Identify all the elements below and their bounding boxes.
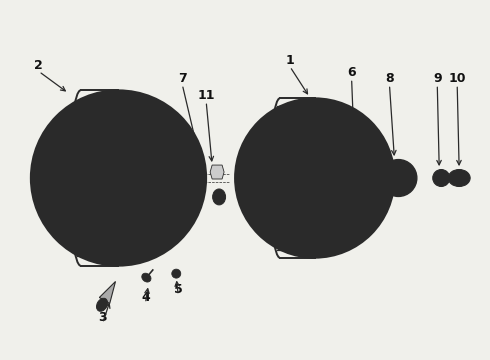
Circle shape <box>81 140 94 153</box>
Circle shape <box>41 100 196 256</box>
Circle shape <box>100 214 114 227</box>
Ellipse shape <box>275 212 294 228</box>
Circle shape <box>309 135 320 146</box>
Circle shape <box>394 174 403 183</box>
Polygon shape <box>99 282 116 303</box>
Circle shape <box>433 170 450 186</box>
Text: 5: 5 <box>174 283 183 296</box>
Circle shape <box>243 106 387 250</box>
Circle shape <box>332 203 343 214</box>
Text: 9: 9 <box>433 72 441 85</box>
Circle shape <box>405 185 410 189</box>
Circle shape <box>98 158 138 198</box>
Circle shape <box>287 201 292 206</box>
Ellipse shape <box>215 192 223 202</box>
Ellipse shape <box>97 298 108 311</box>
Text: 8: 8 <box>385 72 394 85</box>
Polygon shape <box>396 165 410 179</box>
Ellipse shape <box>305 119 325 133</box>
Ellipse shape <box>448 170 470 186</box>
Ellipse shape <box>142 273 151 282</box>
Text: 10: 10 <box>448 72 466 85</box>
Circle shape <box>138 189 142 193</box>
Circle shape <box>117 201 121 205</box>
Circle shape <box>70 183 83 196</box>
Ellipse shape <box>357 152 371 172</box>
Ellipse shape <box>213 189 225 205</box>
Text: 3: 3 <box>98 311 107 324</box>
Text: 11: 11 <box>197 89 215 102</box>
Polygon shape <box>210 165 224 179</box>
Circle shape <box>273 161 284 172</box>
Ellipse shape <box>172 269 181 278</box>
Ellipse shape <box>174 271 179 276</box>
Text: GMC: GMC <box>452 176 466 180</box>
Ellipse shape <box>336 212 354 228</box>
Circle shape <box>387 185 392 189</box>
Circle shape <box>235 98 394 258</box>
Circle shape <box>297 160 333 196</box>
Text: 4: 4 <box>141 291 150 304</box>
Ellipse shape <box>74 134 92 152</box>
Circle shape <box>154 160 167 173</box>
Circle shape <box>123 129 136 142</box>
Circle shape <box>389 168 408 188</box>
Circle shape <box>95 189 99 193</box>
Text: 6: 6 <box>347 66 356 79</box>
Circle shape <box>108 168 128 188</box>
Circle shape <box>143 203 156 216</box>
Text: 7: 7 <box>178 72 187 85</box>
Ellipse shape <box>258 152 273 172</box>
Circle shape <box>31 90 206 266</box>
Circle shape <box>138 163 142 167</box>
Circle shape <box>380 159 417 197</box>
Circle shape <box>387 167 392 171</box>
Circle shape <box>287 150 292 155</box>
Text: 1: 1 <box>286 54 294 67</box>
Circle shape <box>117 151 121 155</box>
Circle shape <box>283 146 346 210</box>
Circle shape <box>287 203 298 214</box>
Ellipse shape <box>60 184 81 197</box>
Circle shape <box>95 163 99 167</box>
Circle shape <box>345 161 356 172</box>
Ellipse shape <box>99 215 112 237</box>
Circle shape <box>338 150 343 155</box>
Ellipse shape <box>156 159 177 172</box>
Text: 2: 2 <box>34 59 43 72</box>
Circle shape <box>338 201 343 206</box>
Ellipse shape <box>125 119 138 141</box>
Circle shape <box>405 167 410 171</box>
Ellipse shape <box>145 204 163 222</box>
